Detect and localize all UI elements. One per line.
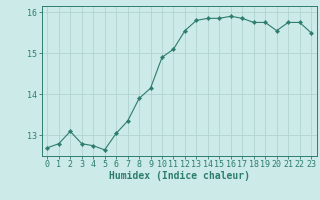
X-axis label: Humidex (Indice chaleur): Humidex (Indice chaleur) bbox=[109, 171, 250, 181]
